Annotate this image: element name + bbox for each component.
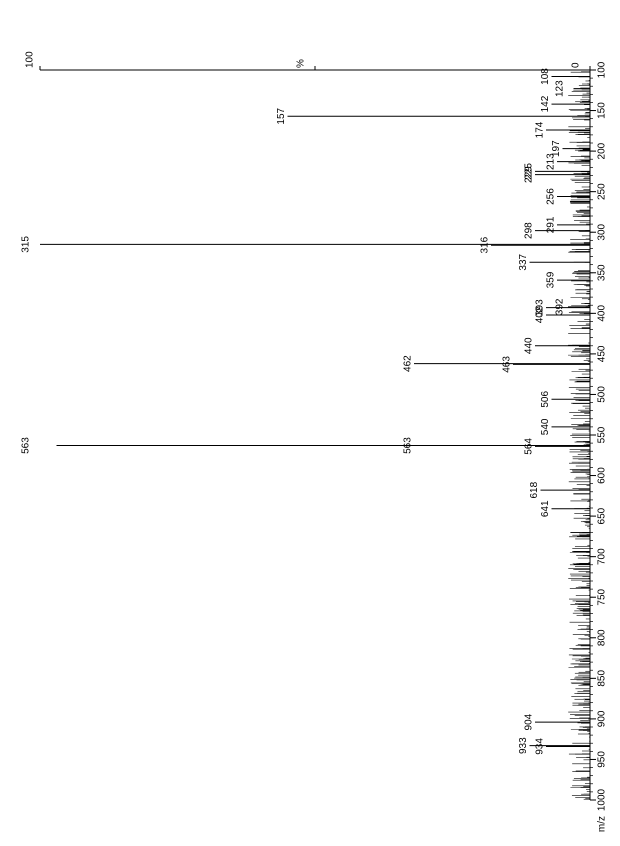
peak-label: 123 <box>555 80 566 97</box>
peak-label: 229 <box>524 166 535 183</box>
mz-tick-label: 600 <box>596 467 607 484</box>
mz-axis-label: m/z <box>596 816 607 832</box>
peak-label: 402 <box>535 306 546 323</box>
peak-label: 174 <box>535 121 546 138</box>
mz-tick-label: 800 <box>596 629 607 646</box>
mz-tick-label: 200 <box>596 142 607 159</box>
peak-label: 157 <box>276 107 287 124</box>
peak-label: 213 <box>546 153 557 170</box>
peak-label: 440 <box>524 337 535 354</box>
spectrum-svg: 100 150 200 250 300 350 400 450 500 550 600 650 700 7… <box>0 0 620 846</box>
peak-top-label: 563 <box>21 437 32 454</box>
mz-tick-label: 750 <box>596 588 607 605</box>
mz-tick-label: 250 <box>596 183 607 200</box>
mz-tick-label: 150 <box>596 102 607 119</box>
peak-label: 563 <box>403 437 414 454</box>
mz-tick-label: 950 <box>596 751 607 768</box>
peak-label: 298 <box>524 222 535 239</box>
intensity-tick-label: 0 <box>571 62 582 68</box>
mass-spectrum-chart: 100 150 200 250 300 350 400 450 500 550 600 650 700 7… <box>0 0 620 846</box>
mz-tick-label: 450 <box>596 345 607 362</box>
intensity-tick-label: 100 <box>25 51 36 68</box>
peak-label: 392 <box>555 298 566 315</box>
peak-label: 256 <box>546 188 557 205</box>
peak-label: 291 <box>546 216 557 233</box>
mz-tick-label: 550 <box>596 426 607 443</box>
mz-tick-label: 500 <box>596 386 607 403</box>
peak-label: 337 <box>518 253 529 270</box>
peak-label: 463 <box>502 356 513 373</box>
peak-label: 462 <box>403 355 414 372</box>
intensity-axis-label: % <box>296 59 307 68</box>
mz-tick-label: 350 <box>596 264 607 281</box>
peak-label: 904 <box>524 713 535 730</box>
peak-label: 142 <box>540 95 551 112</box>
mz-tick-label: 400 <box>596 305 607 322</box>
peak-label: 108 <box>540 68 551 85</box>
peak-label: 641 <box>540 500 551 517</box>
mz-tick-label: 300 <box>596 223 607 240</box>
peak-label: 564 <box>524 438 535 455</box>
peak-label: 618 <box>529 481 540 498</box>
mz-tick-label: 1000 <box>596 788 607 811</box>
peak-label: 359 <box>546 271 557 288</box>
peak-top-label: 315 <box>21 236 32 253</box>
mz-tick-label: 650 <box>596 507 607 524</box>
mz-tick-label: 900 <box>596 710 607 727</box>
mz-tick-label: 700 <box>596 548 607 565</box>
peak-label: 934 <box>535 738 546 755</box>
peak-label: 506 <box>540 391 551 408</box>
mz-tick-label: 850 <box>596 670 607 687</box>
peak-label: 540 <box>540 418 551 435</box>
peak-label: 316 <box>480 236 491 253</box>
peak-label: 933 <box>518 737 529 754</box>
mz-tick-label: 100 <box>596 61 607 78</box>
